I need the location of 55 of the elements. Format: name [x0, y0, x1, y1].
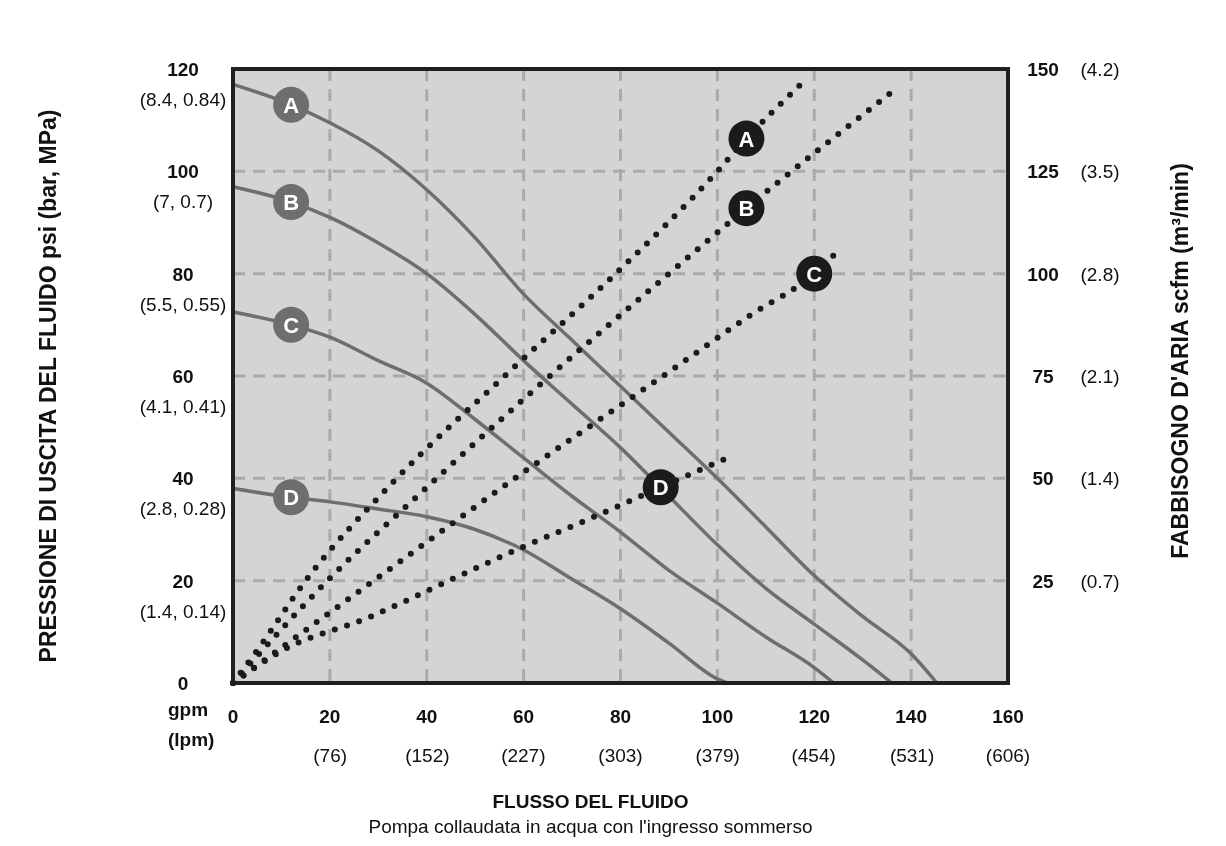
- y3-tick-label: (2.8): [1080, 263, 1120, 285]
- series-label: C: [283, 312, 300, 338]
- y2-tick-label: 75: [1032, 366, 1054, 387]
- y-tick-label: 80: [172, 263, 194, 285]
- x-axis-title: FLUSSO DEL FLUIDO: [492, 791, 689, 812]
- text: gpm (lpm): [168, 699, 215, 750]
- y3-tick-label: (2.1): [1080, 366, 1120, 387]
- y3-tick-label: (0.7): [1080, 570, 1120, 592]
- x-tick-label: 140: [895, 706, 927, 727]
- x-tick-label: 60: [513, 706, 535, 727]
- x-tick-label: 80: [609, 706, 632, 727]
- series-label: B: [738, 196, 755, 222]
- y-tick-label: 40: [172, 468, 194, 490]
- x-tick-label: 120: [798, 706, 831, 727]
- series-label: B: [283, 190, 300, 216]
- text: (4.1, 0.41): [139, 396, 227, 417]
- x2-tick-label: (76): [313, 745, 348, 766]
- y-tick-label: 0: [177, 673, 189, 694]
- y3-tick-label: (1.4): [1080, 468, 1120, 490]
- y-axis-title: PRESSIONE DI USCITA DEL FLUIDO psi (bar, MPa): [35, 109, 61, 663]
- y2-tick-label: 125: [1027, 161, 1060, 183]
- text: (2.8, 0.28): [139, 498, 227, 520]
- text: Pompa collaudata in acqua con l'ingresso sommerso: [368, 816, 813, 837]
- text: (7, 0.7): [152, 191, 214, 213]
- y2-tick-label: 50: [1032, 468, 1054, 490]
- x2-tick-label: (606): [985, 745, 1031, 766]
- y-tick-label: 20: [172, 570, 194, 592]
- y2-tick-label: 25: [1032, 570, 1054, 592]
- x2-tick-label: (379): [695, 745, 740, 766]
- y-tick-label: 100: [167, 161, 199, 183]
- text: (5.5, 0.55): [139, 293, 227, 315]
- y2-tick-label: 100: [1027, 263, 1059, 285]
- x2-tick-label: (152): [405, 745, 450, 766]
- y2-tick-label: 150: [1027, 59, 1059, 80]
- y3-tick-label: (4.2): [1080, 59, 1120, 80]
- x-tick-label: 100: [701, 706, 734, 727]
- series-label: D: [283, 485, 300, 511]
- text: (8.4, 0.84): [139, 89, 227, 110]
- x-tick-label: 40: [416, 706, 438, 727]
- x2-tick-label: (531): [889, 745, 935, 766]
- x-tick-label: 160: [992, 706, 1024, 727]
- series-label: A: [283, 92, 300, 118]
- y-tick-label: 120: [167, 59, 199, 80]
- y2-axis-title: FABBISOGNO D'ARIA scfm (m³/min): [1167, 163, 1193, 559]
- series-label: C: [806, 261, 823, 287]
- x-tick-label: 20: [319, 706, 341, 727]
- x2-tick-label: (227): [501, 745, 546, 766]
- x-tick-label: 0: [227, 706, 239, 727]
- x2-tick-label: (454): [791, 745, 836, 766]
- series-label: A: [738, 126, 755, 152]
- text: (1.4, 0.14): [139, 600, 227, 622]
- x2-tick-label: (303): [598, 745, 643, 766]
- y3-tick-label: (3.5): [1080, 161, 1120, 183]
- y-tick-label: 60: [172, 366, 194, 387]
- series-label: D: [652, 475, 669, 501]
